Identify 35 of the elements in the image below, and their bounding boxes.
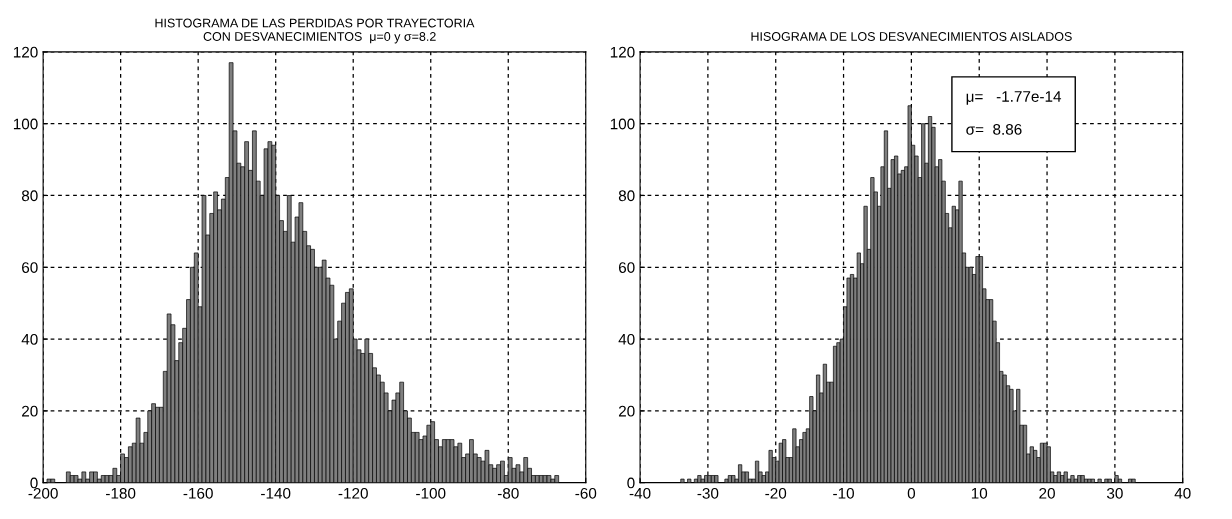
x-tick-label: -100 [416, 487, 446, 499]
y-tick-label: 100 [610, 118, 635, 130]
annotation: μ= -1.77e-14 [966, 91, 1062, 105]
x-tick-label: -60 [575, 487, 597, 499]
x-tick-label: 10 [971, 487, 988, 499]
x-tick-label: 0 [907, 487, 916, 499]
y-tick-label: 80 [618, 190, 635, 202]
x-tick-label: 40 [1174, 487, 1191, 499]
y-tick-label: 40 [21, 333, 38, 345]
annotation: σ= 8.86 [966, 123, 1022, 135]
x-tick-label: -120 [338, 487, 368, 499]
y-tick-label: 120 [13, 46, 38, 58]
x-tick-label: -200 [28, 487, 58, 499]
x-tick-label: -20 [765, 487, 787, 499]
y-tick-label: 20 [22, 405, 38, 417]
y-tick-label: 120 [610, 46, 635, 58]
y-tick-label: 100 [13, 118, 38, 130]
y-tick-label: 60 [618, 262, 635, 273]
y-tick-label: 60 [22, 262, 38, 273]
chart-title: HISTOGRAMA DE LAS PERDIDAS POR TRAYECTORIA CON DESVANECIMIENTOS μ=0 y σ=8.2 [155, 18, 475, 44]
x-tick-label: 20 [1039, 487, 1055, 499]
x-tick-label: -30 [697, 487, 719, 499]
x-tick-label: -180 [106, 487, 136, 499]
x-tick-label: -40 [629, 487, 651, 499]
x-tick-label: -80 [497, 487, 519, 499]
y-tick-label: 80 [21, 190, 38, 202]
y-tick-label: 0 [627, 477, 635, 489]
chart-title: HISOGRAMA DE LOS DESVANECIMIENTOS AISLADOS [751, 32, 1072, 41]
y-tick-label: 40 [618, 333, 635, 345]
x-tick-label: -10 [833, 487, 854, 499]
x-tick-label: 30 [1106, 487, 1123, 499]
y-tick-label: 20 [618, 405, 635, 417]
x-tick-label: -140 [261, 487, 291, 499]
y-tick-label: 0 [30, 477, 38, 489]
x-tick-label: -160 [183, 487, 213, 499]
